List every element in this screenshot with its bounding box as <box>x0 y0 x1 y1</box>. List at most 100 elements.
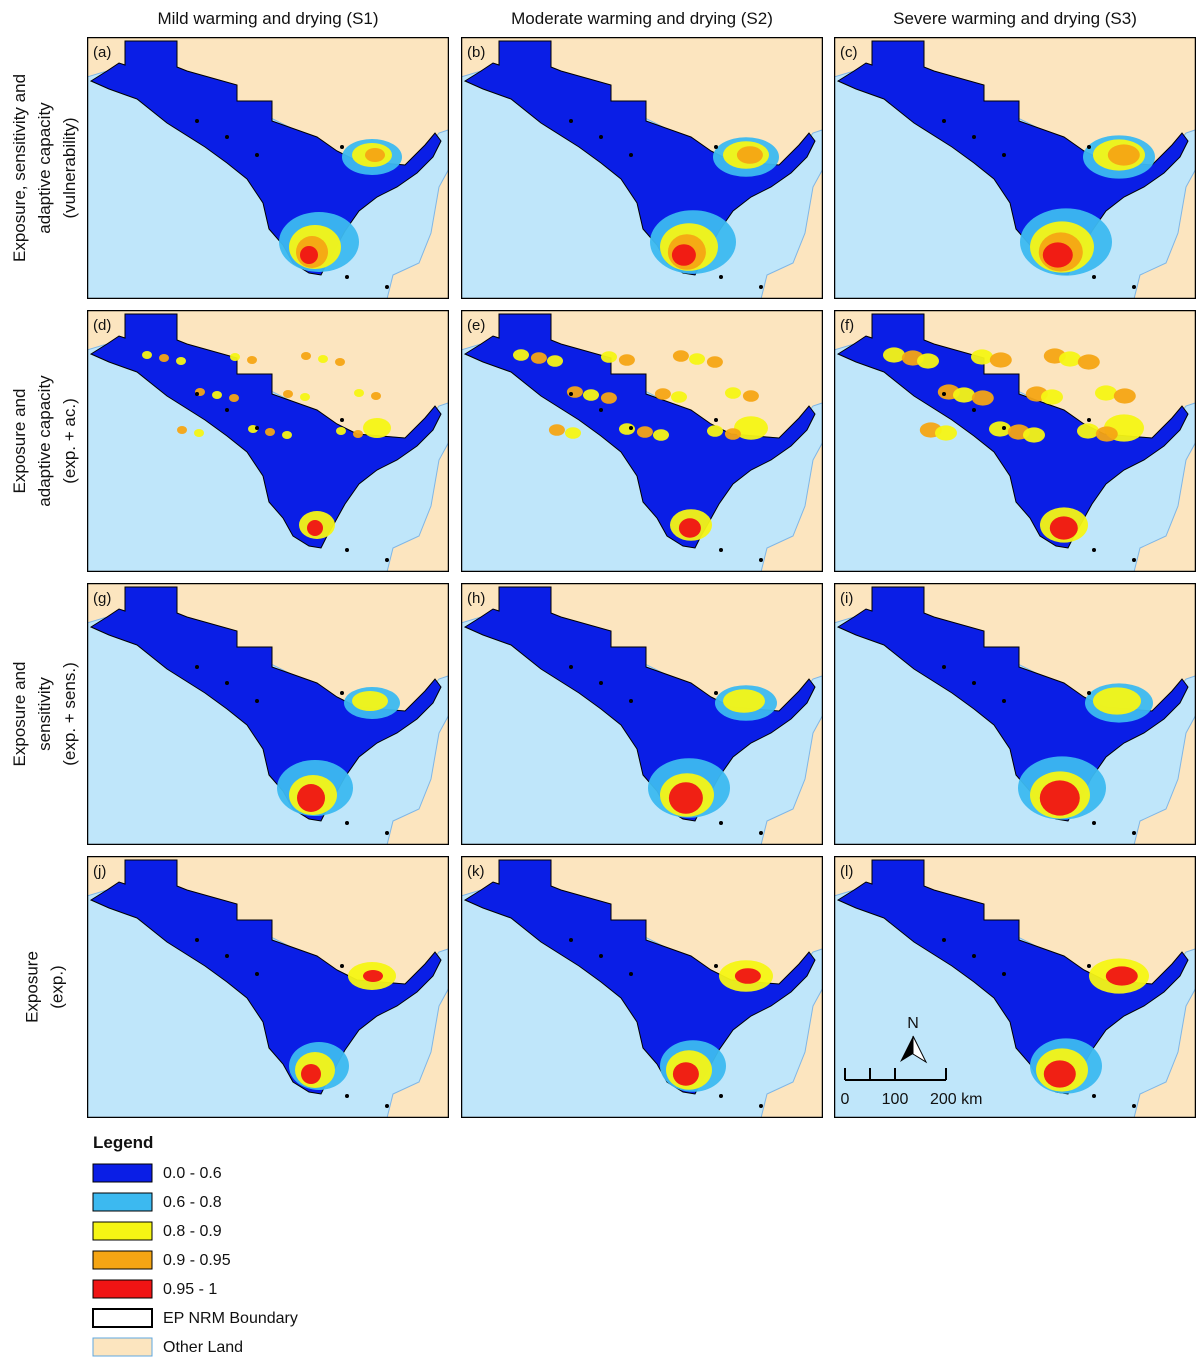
north-arrow <box>900 1036 913 1062</box>
island <box>719 548 723 552</box>
legend-swatch <box>92 1279 153 1299</box>
island <box>1092 548 1096 552</box>
legend-swatch <box>92 1221 153 1241</box>
panel-label: (c) <box>840 44 858 61</box>
panel-frame <box>87 310 449 572</box>
map-panel: (f) <box>834 310 1196 572</box>
row-label: Exposure and <box>10 389 29 494</box>
island <box>1087 145 1091 149</box>
island <box>1087 418 1091 422</box>
legend-label: 0.6 - 0.8 <box>163 1194 222 1211</box>
row-label: (exp. + sens.) <box>60 662 79 765</box>
panel-label: (i) <box>840 590 853 607</box>
hotspot <box>335 358 345 366</box>
island <box>759 1104 763 1108</box>
map-panel: (a) <box>87 37 449 299</box>
hotspot <box>176 357 186 365</box>
hotspot <box>736 146 763 164</box>
hotspot <box>668 782 703 814</box>
hotspot <box>142 351 152 359</box>
island <box>714 964 718 968</box>
island <box>599 135 603 139</box>
hotspot <box>1042 242 1073 268</box>
hotspot <box>1077 354 1100 370</box>
legend-swatch <box>92 1250 153 1270</box>
hotspot <box>300 246 318 264</box>
hotspot <box>530 352 547 364</box>
island <box>714 691 718 695</box>
hotspot <box>247 356 257 364</box>
hotspot <box>283 390 293 398</box>
hotspot <box>301 1064 321 1084</box>
panel-label: (b) <box>467 44 485 61</box>
other-land <box>386 986 449 1118</box>
hotspot <box>365 148 385 162</box>
other-land <box>760 986 823 1118</box>
other-land <box>386 440 449 572</box>
scale-label: 0 <box>841 1091 850 1108</box>
legend-swatch <box>92 1163 153 1183</box>
hotspot <box>1043 1060 1076 1088</box>
hotspot <box>723 689 765 713</box>
legend-title: Legend <box>93 1133 153 1152</box>
hotspot <box>336 427 346 435</box>
island <box>599 681 603 685</box>
panel-frame <box>87 856 449 1118</box>
hotspot <box>363 418 391 438</box>
hotspot <box>971 349 993 365</box>
hotspot <box>734 968 761 984</box>
hotspot <box>230 353 240 361</box>
panel-label: (g) <box>93 590 111 607</box>
island <box>385 831 389 835</box>
hotspot <box>1093 687 1141 715</box>
island <box>1002 426 1006 430</box>
panel-frame <box>461 37 823 299</box>
map-panel: (k) <box>461 856 823 1118</box>
map-panel: (b) <box>461 37 823 299</box>
hotspot <box>653 429 669 441</box>
legend-label: 0.8 - 0.9 <box>163 1223 222 1240</box>
island <box>972 681 976 685</box>
hotspot <box>734 416 768 440</box>
island <box>255 153 259 157</box>
island <box>225 681 229 685</box>
column-header: Mild warming and drying (S1) <box>157 9 378 28</box>
hotspot <box>1095 426 1118 442</box>
island <box>225 408 229 412</box>
island <box>569 665 573 669</box>
other-land <box>760 440 823 572</box>
island <box>942 665 946 669</box>
hotspot <box>601 351 617 363</box>
hotspot <box>672 1062 699 1086</box>
panel-frame <box>87 583 449 845</box>
ep-region <box>463 586 816 822</box>
hotspot <box>318 355 328 363</box>
island <box>1132 285 1136 289</box>
hotspot <box>265 428 275 436</box>
island <box>255 972 259 976</box>
hotspot <box>301 352 311 360</box>
legend-swatch <box>92 1192 153 1212</box>
island <box>195 119 199 123</box>
row-label: (exp.) <box>48 965 67 1008</box>
map-panel: (i) <box>834 583 1196 845</box>
panel-label: (h) <box>467 590 485 607</box>
legend-label: Other Land <box>163 1339 243 1356</box>
hotspot <box>352 691 388 711</box>
hotspot <box>707 425 723 437</box>
hotspot <box>548 424 565 436</box>
island <box>719 1094 723 1098</box>
panel-label: (a) <box>93 44 111 61</box>
island <box>629 699 633 703</box>
island <box>255 699 259 703</box>
island <box>942 392 946 396</box>
hotspot <box>883 347 905 363</box>
island <box>385 1104 389 1108</box>
panel-label: (k) <box>467 863 485 880</box>
island <box>1132 558 1136 562</box>
ep-region <box>89 40 442 276</box>
panel-label: (e) <box>467 317 485 334</box>
column-header: Moderate warming and drying (S2) <box>511 9 773 28</box>
island <box>719 275 723 279</box>
hotspot <box>600 392 617 404</box>
